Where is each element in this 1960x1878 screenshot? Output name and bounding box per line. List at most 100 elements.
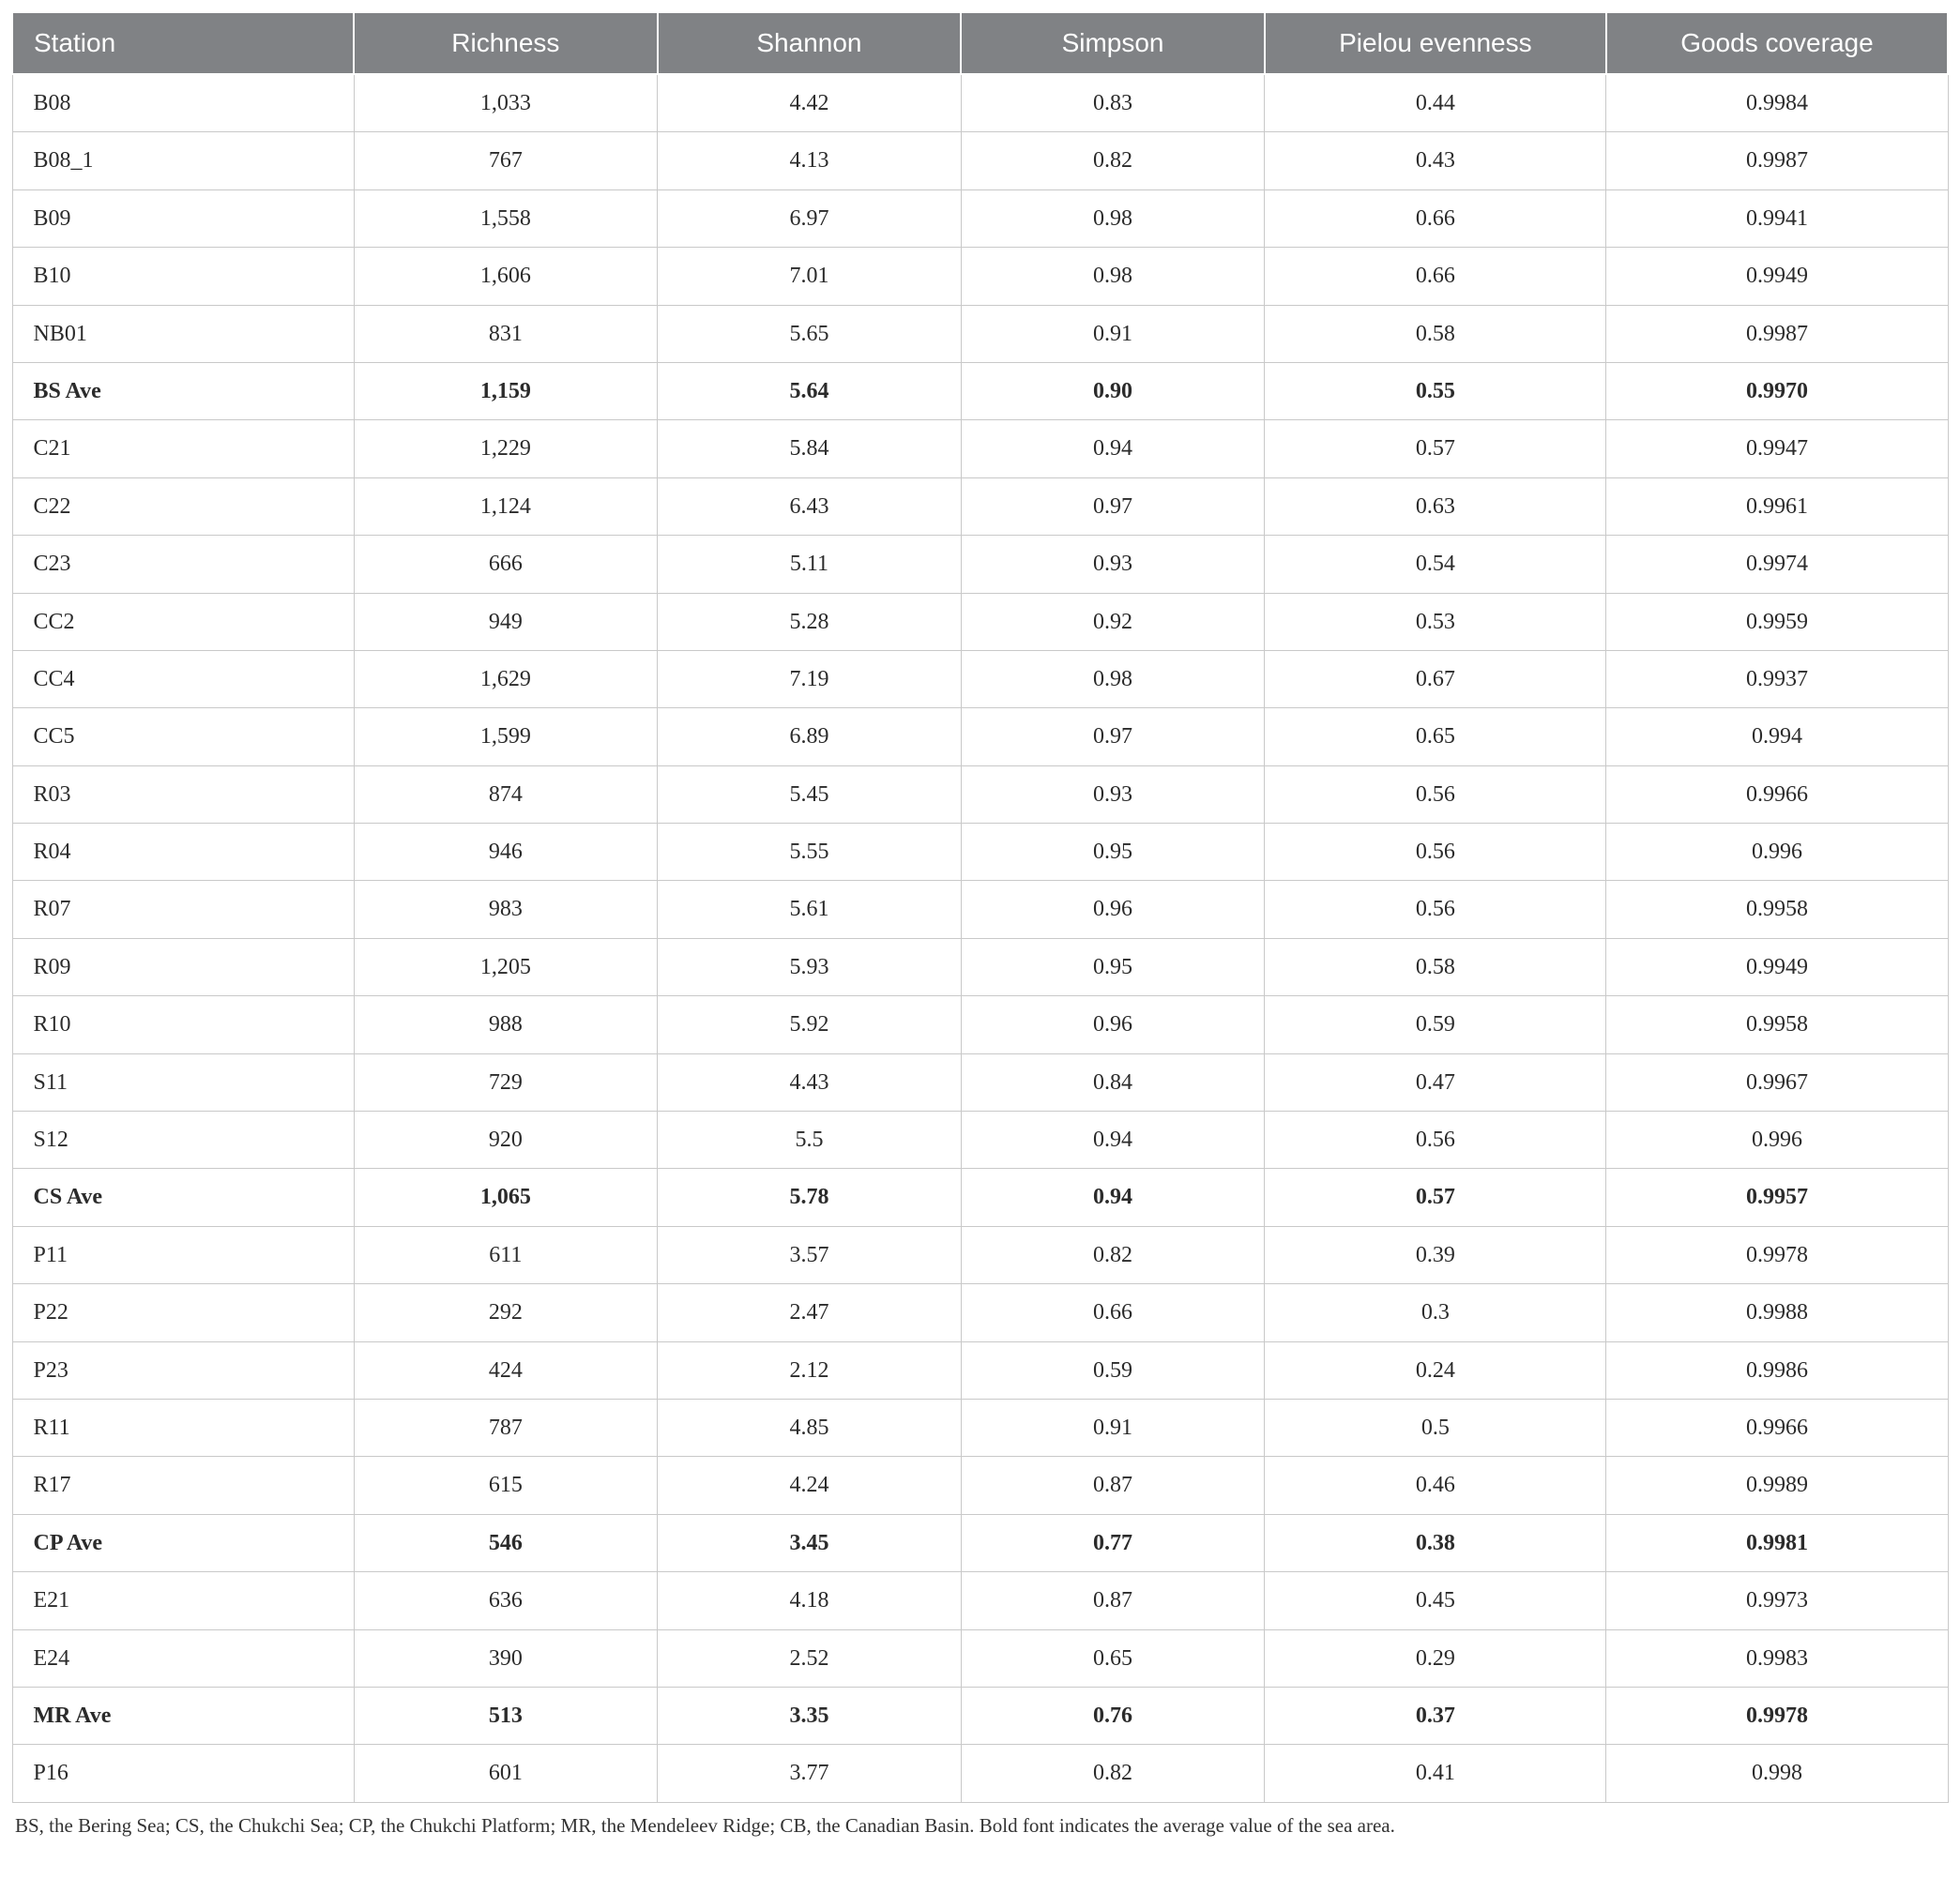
table-cell: 1,159 xyxy=(354,362,658,419)
table-cell: 0.55 xyxy=(1265,362,1606,419)
table-cell: 0.9973 xyxy=(1606,1572,1948,1629)
table-cell: 0.94 xyxy=(961,1169,1265,1226)
table-cell: P23 xyxy=(12,1341,354,1399)
table-cell: 0.59 xyxy=(961,1341,1265,1399)
table-cell: 0.9984 xyxy=(1606,74,1948,132)
table-cell: 0.97 xyxy=(961,708,1265,765)
table-cell: 3.45 xyxy=(658,1514,962,1571)
table-cell: S12 xyxy=(12,1112,354,1169)
table-cell: 0.66 xyxy=(961,1284,1265,1341)
table-cell: 0.83 xyxy=(961,74,1265,132)
table-cell: 0.38 xyxy=(1265,1514,1606,1571)
table-cell: 5.64 xyxy=(658,362,962,419)
table-row: C236665.110.930.540.9974 xyxy=(12,536,1948,593)
table-cell: 1,558 xyxy=(354,189,658,247)
table-cell: 0.9970 xyxy=(1606,362,1948,419)
table-row: P166013.770.820.410.998 xyxy=(12,1745,1948,1802)
table-row: CP Ave5463.450.770.380.9981 xyxy=(12,1514,1948,1571)
table-cell: 0.9987 xyxy=(1606,305,1948,362)
table-cell: 787 xyxy=(354,1399,658,1456)
table-cell: 2.52 xyxy=(658,1629,962,1687)
table-cell: 292 xyxy=(354,1284,658,1341)
table-cell: 5.28 xyxy=(658,593,962,650)
table-cell: 4.85 xyxy=(658,1399,962,1456)
table-cell: C22 xyxy=(12,477,354,535)
table-body: B081,0334.420.830.440.9984B08_17674.130.… xyxy=(12,74,1948,1802)
table-row: R049465.550.950.560.996 xyxy=(12,824,1948,881)
table-cell: 5.78 xyxy=(658,1169,962,1226)
table-cell: CC5 xyxy=(12,708,354,765)
table-cell: 0.95 xyxy=(961,824,1265,881)
table-cell: 5.93 xyxy=(658,938,962,995)
table-cell: 1,124 xyxy=(354,477,658,535)
table-cell: 0.9981 xyxy=(1606,1514,1948,1571)
table-cell: 831 xyxy=(354,305,658,362)
table-cell: 5.84 xyxy=(658,420,962,477)
table-cell: E24 xyxy=(12,1629,354,1687)
table-cell: 0.39 xyxy=(1265,1226,1606,1283)
table-cell: 946 xyxy=(354,824,658,881)
col-goods: Goods coverage xyxy=(1606,12,1948,74)
table-cell: 636 xyxy=(354,1572,658,1629)
table-cell: 0.9978 xyxy=(1606,1226,1948,1283)
table-row: E243902.520.650.290.9983 xyxy=(12,1629,1948,1687)
col-simpson: Simpson xyxy=(961,12,1265,74)
table-cell: 0.58 xyxy=(1265,938,1606,995)
table-cell: 1,629 xyxy=(354,650,658,707)
table-cell: BS Ave xyxy=(12,362,354,419)
table-cell: 0.91 xyxy=(961,1399,1265,1456)
table-cell: 0.98 xyxy=(961,248,1265,305)
table-cell: 988 xyxy=(354,996,658,1053)
table-cell: 0.41 xyxy=(1265,1745,1606,1802)
table-cell: 0.56 xyxy=(1265,824,1606,881)
diversity-table: Station Richness Shannon Simpson Pielou … xyxy=(11,11,1949,1803)
table-cell: 1,599 xyxy=(354,708,658,765)
table-cell: 0.9988 xyxy=(1606,1284,1948,1341)
table-cell: 0.94 xyxy=(961,1112,1265,1169)
table-cell: R07 xyxy=(12,881,354,938)
table-cell: 0.9978 xyxy=(1606,1687,1948,1744)
table-cell: 6.97 xyxy=(658,189,962,247)
table-cell: 0.65 xyxy=(1265,708,1606,765)
table-cell: 611 xyxy=(354,1226,658,1283)
table-cell: R03 xyxy=(12,765,354,823)
table-cell: 4.18 xyxy=(658,1572,962,1629)
table-cell: 0.87 xyxy=(961,1572,1265,1629)
table-row: P116113.570.820.390.9978 xyxy=(12,1226,1948,1283)
table-row: CS Ave1,0655.780.940.570.9957 xyxy=(12,1169,1948,1226)
table-cell: 729 xyxy=(354,1053,658,1111)
table-cell: 0.96 xyxy=(961,881,1265,938)
table-cell: P16 xyxy=(12,1745,354,1802)
table-cell: 0.66 xyxy=(1265,189,1606,247)
table-header: Station Richness Shannon Simpson Pielou … xyxy=(12,12,1948,74)
table-cell: 0.9949 xyxy=(1606,248,1948,305)
table-cell: 1,205 xyxy=(354,938,658,995)
table-cell: 546 xyxy=(354,1514,658,1571)
table-cell: 0.58 xyxy=(1265,305,1606,362)
table-cell: 983 xyxy=(354,881,658,938)
table-cell: 3.77 xyxy=(658,1745,962,1802)
table-cell: 601 xyxy=(354,1745,658,1802)
table-cell: 0.91 xyxy=(961,305,1265,362)
table-cell: 0.66 xyxy=(1265,248,1606,305)
table-cell: NB01 xyxy=(12,305,354,362)
table-cell: 0.57 xyxy=(1265,420,1606,477)
table-cell: 0.57 xyxy=(1265,1169,1606,1226)
table-cell: 6.89 xyxy=(658,708,962,765)
table-cell: 0.9983 xyxy=(1606,1629,1948,1687)
table-row: C221,1246.430.970.630.9961 xyxy=(12,477,1948,535)
table-cell: R17 xyxy=(12,1457,354,1514)
table-cell: 0.9974 xyxy=(1606,536,1948,593)
table-cell: 0.9967 xyxy=(1606,1053,1948,1111)
table-cell: 0.994 xyxy=(1606,708,1948,765)
table-cell: P22 xyxy=(12,1284,354,1341)
table-row: P234242.120.590.240.9986 xyxy=(12,1341,1948,1399)
table-cell: CS Ave xyxy=(12,1169,354,1226)
table-row: NB018315.650.910.580.9987 xyxy=(12,305,1948,362)
table-row: CC29495.280.920.530.9959 xyxy=(12,593,1948,650)
table-cell: 424 xyxy=(354,1341,658,1399)
table-cell: 874 xyxy=(354,765,658,823)
table-cell: 0.56 xyxy=(1265,1112,1606,1169)
table-cell: 0.76 xyxy=(961,1687,1265,1744)
table-cell: C21 xyxy=(12,420,354,477)
